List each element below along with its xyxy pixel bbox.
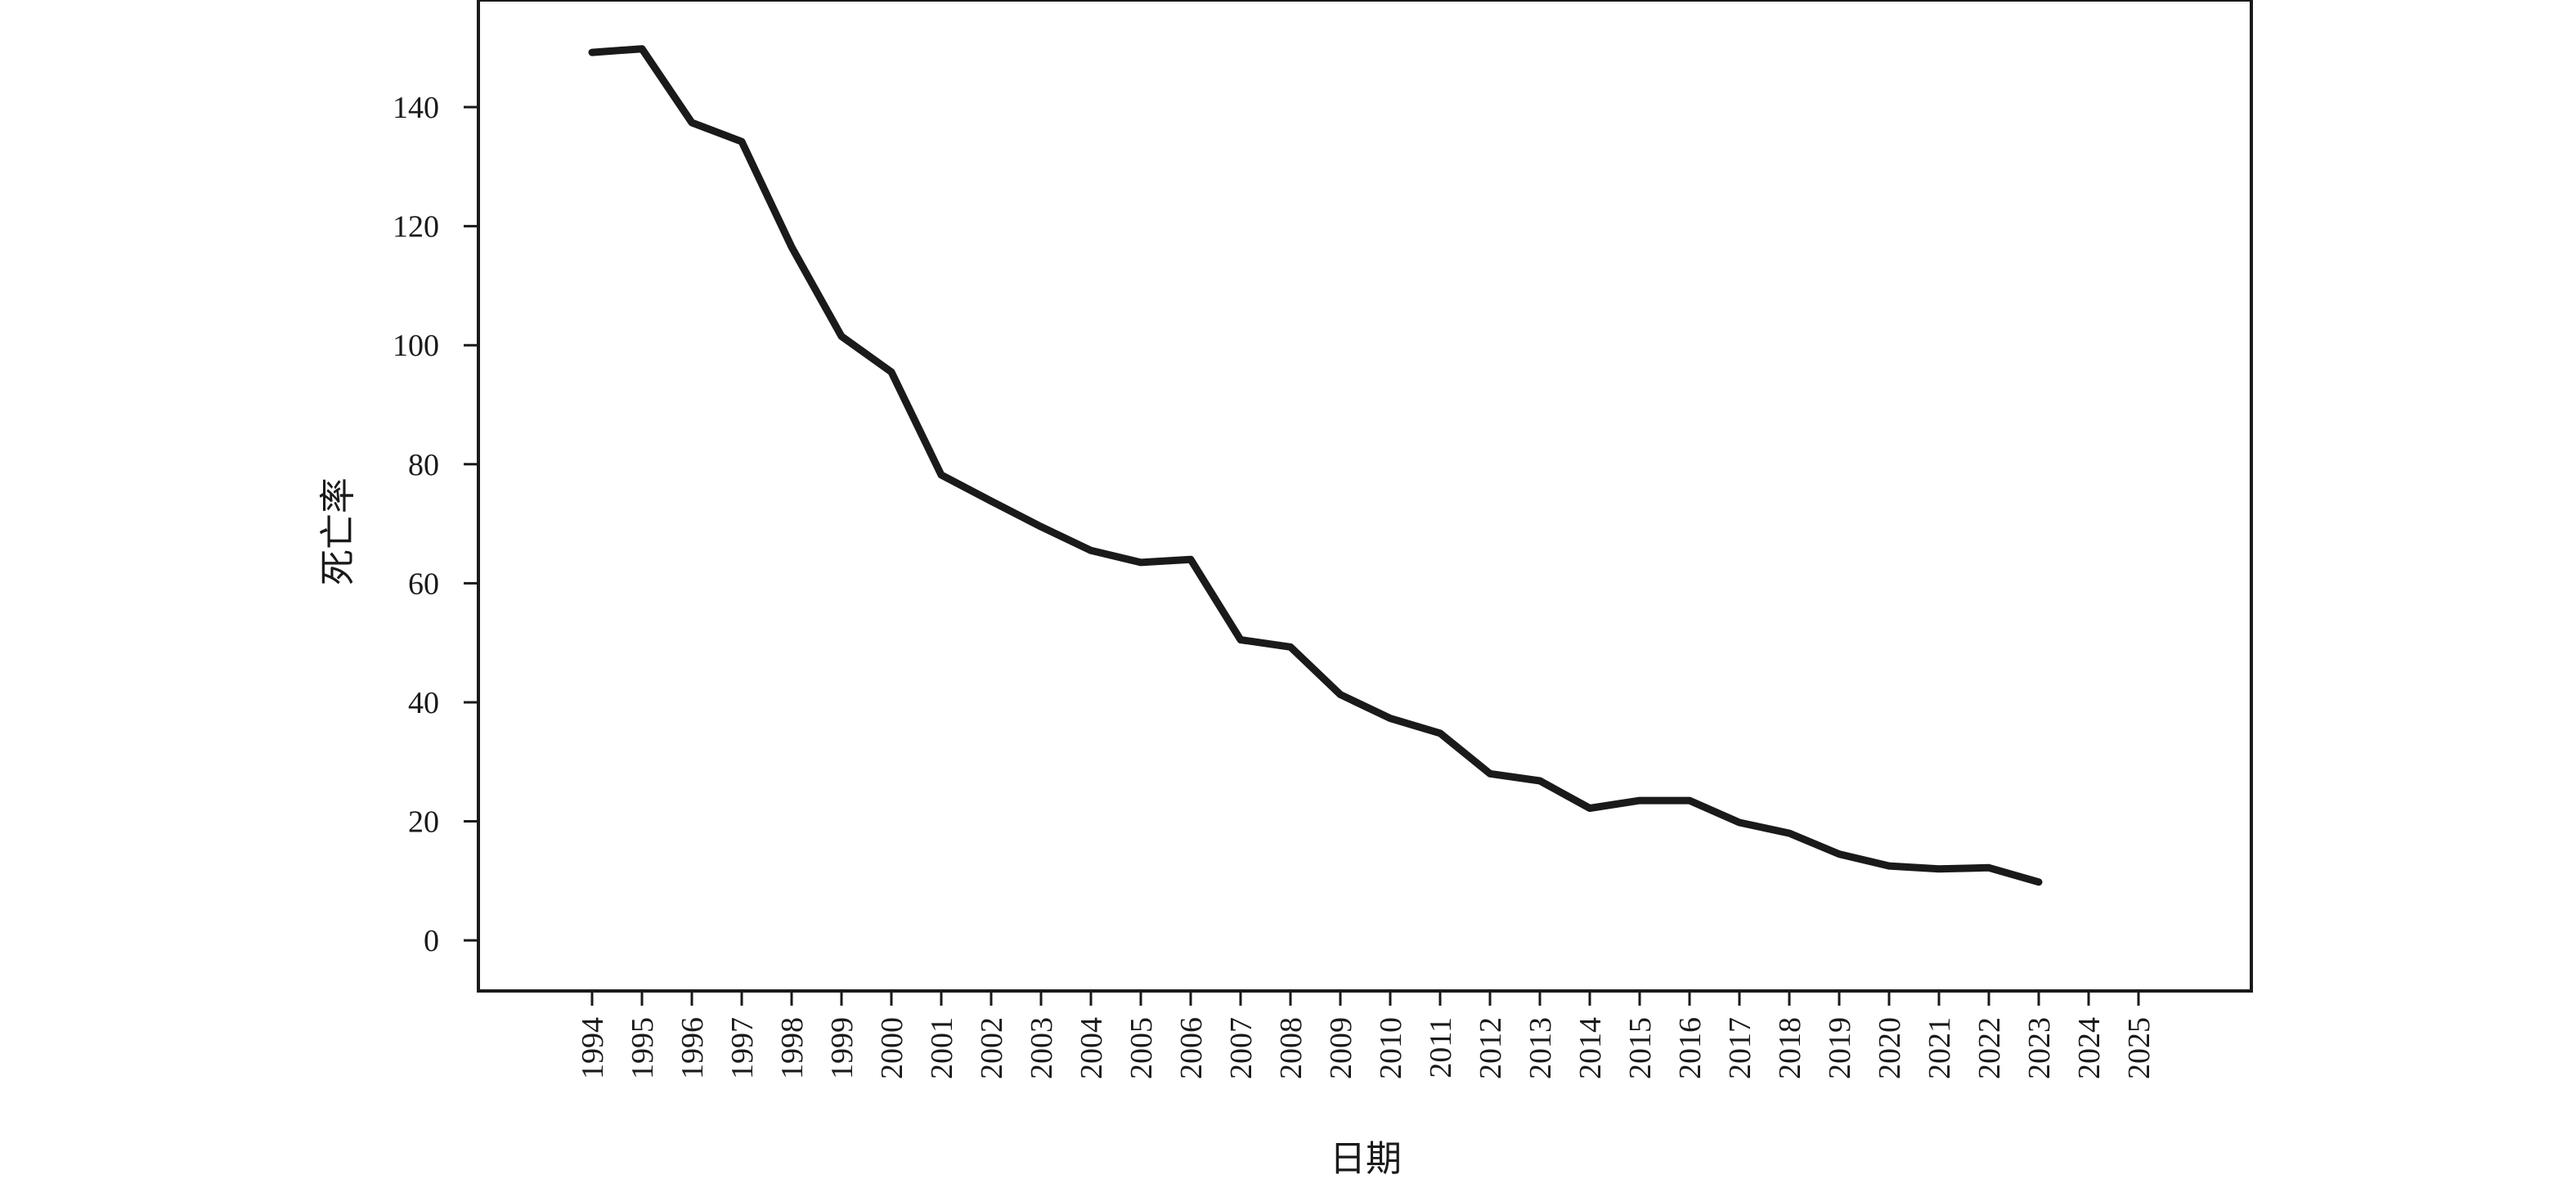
x-tick-label: 1995: [626, 1017, 660, 1079]
plot-frame: [477, 0, 2253, 993]
x-tick-label: 2000: [875, 1017, 909, 1079]
x-tick-label: 2013: [1524, 1017, 1558, 1079]
x-tick-label: 2008: [1274, 1017, 1308, 1079]
x-tick-label: 2007: [1224, 1017, 1259, 1079]
x-tick-label: 1997: [725, 1017, 760, 1079]
x-tick-label: 1998: [775, 1017, 810, 1079]
x-tick-label: 2021: [1923, 1017, 1957, 1079]
x-tick-label: 2020: [1873, 1017, 1907, 1079]
x-tick-label: 2019: [1823, 1017, 1857, 1079]
x-tick-label: 2003: [1025, 1017, 1059, 1079]
x-tick-label: 2014: [1573, 1017, 1608, 1079]
y-tick-label: 20: [408, 805, 439, 840]
y-tick-label: 40: [408, 686, 439, 720]
x-tick-label: 2006: [1174, 1017, 1209, 1079]
x-tick-label: 2023: [2022, 1017, 2057, 1079]
x-tick-label: 2022: [1972, 1017, 2007, 1079]
x-tick-label: 2016: [1673, 1017, 1708, 1079]
x-tick-label: 2018: [1773, 1017, 1807, 1079]
x-tick-label: 2001: [925, 1017, 959, 1079]
y-axis: 0 20 40 60 80 100 120 140: [393, 91, 478, 958]
y-tick-label: 120: [393, 210, 439, 244]
x-tick-label: 2002: [975, 1017, 1009, 1079]
y-tick-label: 60: [408, 567, 439, 601]
x-tick-label: 2025: [2122, 1017, 2156, 1079]
series-line-0: [588, 45, 2043, 886]
x-axis-title: 日期: [1330, 1139, 1402, 1179]
x-tick-label: 2017: [1723, 1017, 1757, 1079]
y-tick-label: 0: [424, 924, 439, 958]
x-tick-label: 1996: [675, 1017, 710, 1079]
x-axis: 1994 1995 1996 1997 1998 1999 2000 2001 2002 2003…: [576, 991, 2156, 1079]
x-tick-label: 2004: [1075, 1017, 1109, 1079]
x-tick-label: 2012: [1474, 1017, 1508, 1079]
x-tick-label: 2009: [1324, 1017, 1358, 1079]
x-tick-label: 2015: [1623, 1017, 1658, 1079]
y-tick-label: 100: [393, 329, 439, 363]
y-axis-title: 死亡率: [318, 477, 358, 585]
x-tick-label: 1999: [825, 1017, 859, 1079]
x-tick-label: 2011: [1424, 1017, 1458, 1078]
x-tick-label: 2010: [1374, 1017, 1408, 1079]
y-tick-label: 140: [393, 91, 439, 125]
x-tick-label: 2024: [2072, 1017, 2107, 1079]
y-tick-label: 80: [408, 448, 439, 482]
x-tick-label: 1994: [576, 1017, 610, 1079]
x-tick-label: 2005: [1124, 1017, 1159, 1079]
